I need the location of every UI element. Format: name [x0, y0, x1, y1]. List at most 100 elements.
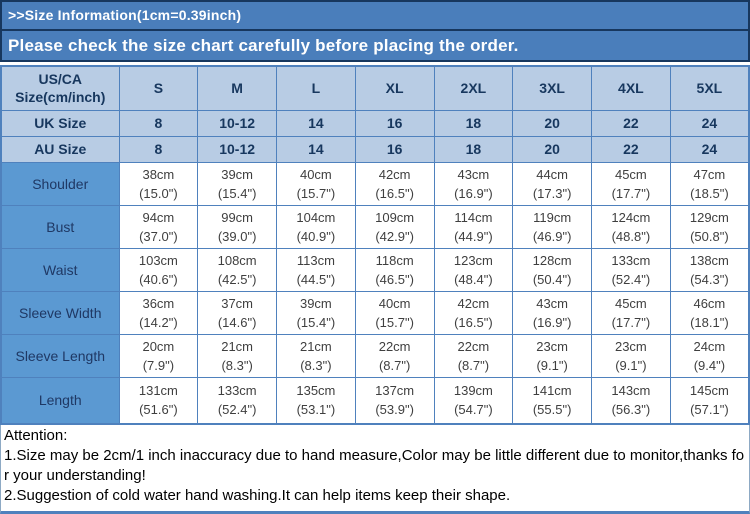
measurement-value-line2: (50.4"): [532, 271, 572, 287]
measurement-value-line1: 42cm: [457, 295, 490, 311]
measurement-value-line2: (14.6"): [217, 314, 257, 330]
measurement-cell: 23cm (9.1"): [512, 333, 592, 378]
measurement-cell: 23cm (9.1"): [591, 333, 671, 378]
measurement-value-line2: (42.5"): [217, 271, 257, 287]
size-col-label: M: [231, 80, 243, 97]
measurement-value-line2: (14.2"): [139, 314, 178, 330]
measurement-value-line1: 103cm: [138, 252, 178, 268]
region-size-value: 18: [465, 115, 482, 131]
measurement-value-line2: (48.4"): [454, 271, 493, 287]
measurement-value-line1: 20cm: [142, 338, 175, 354]
region-label: AU Size: [34, 141, 87, 157]
measurement-value-line2: (15.4"): [217, 185, 257, 201]
measurement-cell: 40cm (15.7"): [276, 161, 356, 206]
measurement-value-line2: (17.7"): [611, 314, 651, 330]
measurement-value-line2: (8.7"): [378, 357, 411, 373]
measurement-value-line1: 44cm: [536, 166, 569, 182]
region-size-value: 24: [701, 115, 718, 131]
measurement-cell: 138cm (54.3"): [669, 247, 750, 292]
measurement-cell: 133cm (52.4"): [591, 247, 671, 292]
measurement-value-line2: (56.3"): [611, 402, 651, 418]
measurement-value-line1: 38cm: [142, 166, 175, 182]
measurement-cell: 133cm (52.4"): [197, 376, 277, 425]
measurement-value-line1: 99cm: [221, 209, 254, 225]
measurement-value-line2: (17.7"): [611, 185, 651, 201]
size-info-title: >>Size Information(1cm=0.39inch): [2, 2, 748, 31]
measurement-cell: 39cm (15.4"): [197, 161, 277, 206]
attention-title: Attention:: [4, 427, 68, 444]
measurement-value-line1: 40cm: [299, 166, 332, 182]
measurement-value-line1: 45cm: [614, 295, 647, 311]
size-col-header: M: [197, 65, 277, 111]
measurement-value-line2: (40.6"): [139, 271, 178, 287]
measurement-cell: 47cm (18.5"): [669, 161, 750, 206]
region-size-value: 16: [386, 115, 403, 131]
measurement-value-line1: 46cm: [693, 295, 726, 311]
region-size-cell: 22: [591, 135, 671, 163]
size-header-row: US/CA Size(cm/inch) S M L XL 2XL 3XL 4XL 5XL: [0, 65, 750, 111]
measurement-value-line2: (52.4"): [611, 271, 651, 287]
measurement-row: Sleeve Length 20cm (7.9") 21cm (8.3") 21cm (8.…: [0, 333, 750, 378]
measurement-cell: 108cm (42.5"): [197, 247, 277, 292]
measurement-value-line1: 104cm: [296, 209, 336, 225]
attention-note-1: 1.Size may be 2cm/1 inch inaccuracy due …: [4, 447, 745, 484]
measurement-value-line1: 129cm: [689, 209, 729, 225]
measurement-value-line2: (40.9"): [296, 228, 336, 244]
region-size-value: 14: [308, 141, 324, 157]
region-size-cell: 10-12: [197, 135, 277, 163]
measurement-value-line2: (9.1"): [536, 357, 568, 373]
measurement-value-line1: 138cm: [689, 252, 729, 268]
measurement-cell: 129cm (50.8"): [669, 204, 750, 249]
measurement-value-line2: (18.5"): [690, 185, 729, 201]
measurement-cell: 36cm (14.2"): [118, 290, 199, 335]
size-col-label: 3XL: [539, 80, 565, 97]
measurement-value-line2: (16.9"): [532, 314, 572, 330]
region-size-cell: 8: [118, 109, 199, 137]
measurement-value-line2: (55.5"): [532, 402, 572, 418]
measurement-cell: 44cm (17.3"): [512, 161, 592, 206]
measurement-label: Waist: [43, 261, 78, 278]
measurement-value-line1: 40cm: [378, 295, 411, 311]
measurement-value-line1: 42cm: [378, 166, 411, 182]
attention-section: Attention: 1.Size may be 2cm/1 inch inac…: [0, 425, 750, 514]
region-size-cell: 22: [591, 109, 671, 137]
measurement-value-line1: 45cm: [614, 166, 647, 182]
measurement-label-cell: Shoulder: [0, 161, 120, 206]
measurement-value-line2: (15.4"): [296, 314, 336, 330]
measurement-value-line2: (54.3"): [690, 271, 729, 287]
region-size-cell: 16: [354, 109, 435, 137]
measurement-cell: 42cm (16.5"): [433, 290, 514, 335]
region-size-value: 24: [701, 141, 718, 157]
measurement-cell: 135cm (53.1"): [276, 376, 356, 425]
region-label-cell: UK Size: [0, 109, 120, 137]
measurement-label: Sleeve Length: [15, 347, 106, 364]
measurement-value-line1: 133cm: [611, 252, 651, 268]
measurement-value-line2: (39.0"): [217, 228, 257, 244]
measurement-value-line1: 113cm: [296, 252, 335, 268]
measurement-cell: 137cm (53.9"): [354, 376, 435, 425]
measurement-value-line2: (15.0"): [139, 185, 178, 201]
measurement-value-line1: 109cm: [375, 209, 415, 225]
measurement-value-line2: (44.5"): [296, 271, 336, 287]
size-chart-table: US/CA Size(cm/inch) S M L XL 2XL 3XL 4XL 5XL UK Si…: [0, 65, 750, 425]
measurement-value-line2: (37.0"): [139, 228, 178, 244]
measurement-row: Bust 94cm (37.0") 99cm (39.0") 104cm (40.9") 10…: [0, 204, 750, 249]
measurement-value-line2: (15.7"): [296, 185, 336, 201]
measurement-label-cell: Length: [0, 376, 120, 425]
size-info-header: >>Size Information(1cm=0.39inch) Please …: [0, 0, 750, 62]
region-size-cell: 16: [354, 135, 435, 163]
size-col-header: 5XL: [669, 65, 750, 111]
measurement-cell: 143cm (56.3"): [591, 376, 671, 425]
measurement-cell: 45cm (17.7"): [591, 161, 671, 206]
measurement-value-line2: (16.5"): [375, 185, 414, 201]
region-size-cell: 20: [512, 135, 592, 163]
measurement-value-line2: (52.4"): [217, 402, 257, 418]
region-size-value: 8: [154, 115, 163, 131]
size-corner-line1: US/CA: [38, 71, 83, 88]
region-label: UK Size: [34, 115, 87, 131]
measurement-row: Shoulder 38cm (15.0") 39cm (15.4") 40cm (15.7"…: [0, 161, 750, 206]
measurement-value-line1: 43cm: [536, 295, 569, 311]
measurement-label-cell: Waist: [0, 247, 120, 292]
measurement-cell: 109cm (42.9"): [354, 204, 435, 249]
